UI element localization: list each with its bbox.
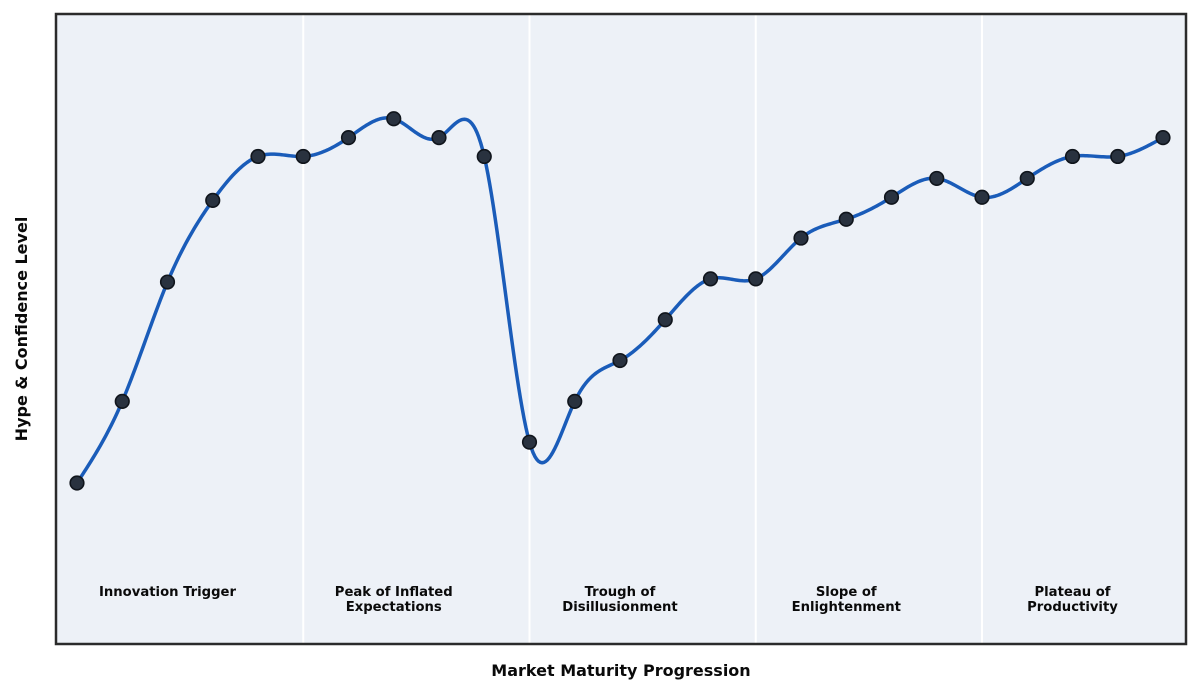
data-point bbox=[567, 393, 583, 409]
data-point bbox=[1110, 148, 1126, 165]
phase-labels: Innovation Trigger Peak of Inflated Expect… bbox=[99, 585, 1118, 615]
data-point bbox=[1019, 170, 1035, 187]
data-point bbox=[974, 189, 990, 205]
data-point bbox=[476, 148, 492, 165]
data-point bbox=[69, 475, 85, 491]
data-point bbox=[159, 274, 176, 290]
data-point bbox=[748, 271, 764, 287]
phase-label: Peak of Inflated Expectations bbox=[335, 585, 453, 615]
data-points bbox=[69, 111, 1171, 491]
phase-label: Innovation Trigger bbox=[99, 585, 236, 600]
data-point bbox=[657, 312, 673, 328]
phase-label: Slope of Enlightenment bbox=[792, 585, 901, 615]
phase-label-line: Disillusionment bbox=[562, 600, 677, 615]
data-point bbox=[1155, 130, 1171, 146]
phase-label-line: Plateau of bbox=[1034, 585, 1110, 600]
data-point bbox=[521, 434, 538, 450]
y-axis-label: Hype & Confidence Level bbox=[12, 217, 31, 442]
data-point bbox=[205, 192, 221, 208]
data-point bbox=[929, 170, 945, 187]
plot-border bbox=[54, 12, 1188, 646]
data-point bbox=[793, 230, 809, 246]
data-point bbox=[612, 352, 628, 369]
phase-label-line: Trough of bbox=[585, 585, 656, 600]
phase-label-line: Expectations bbox=[346, 600, 442, 615]
data-point bbox=[838, 211, 854, 227]
plot-area bbox=[56, 14, 1186, 644]
phase-dividers bbox=[302, 15, 983, 643]
phase-label-line: Enlightenment bbox=[792, 600, 901, 615]
data-point bbox=[702, 271, 719, 287]
phase-label-line: Peak of Inflated bbox=[335, 585, 453, 600]
x-axis-label: Market Maturity Progression bbox=[491, 661, 750, 680]
data-point bbox=[1064, 148, 1081, 165]
data-point bbox=[883, 189, 900, 205]
phase-label-line: Productivity bbox=[1027, 600, 1118, 615]
data-point bbox=[114, 393, 130, 409]
data-point bbox=[431, 130, 447, 146]
data-point bbox=[250, 148, 266, 165]
data-point bbox=[340, 130, 357, 146]
data-point bbox=[386, 111, 402, 127]
phase-label: Trough of Disillusionment bbox=[562, 585, 677, 615]
phase-label: Plateau of Productivity bbox=[1027, 585, 1118, 615]
data-point bbox=[295, 148, 311, 165]
phase-label-line: Slope of bbox=[816, 585, 877, 600]
phase-label-line: Innovation Trigger bbox=[99, 585, 236, 600]
